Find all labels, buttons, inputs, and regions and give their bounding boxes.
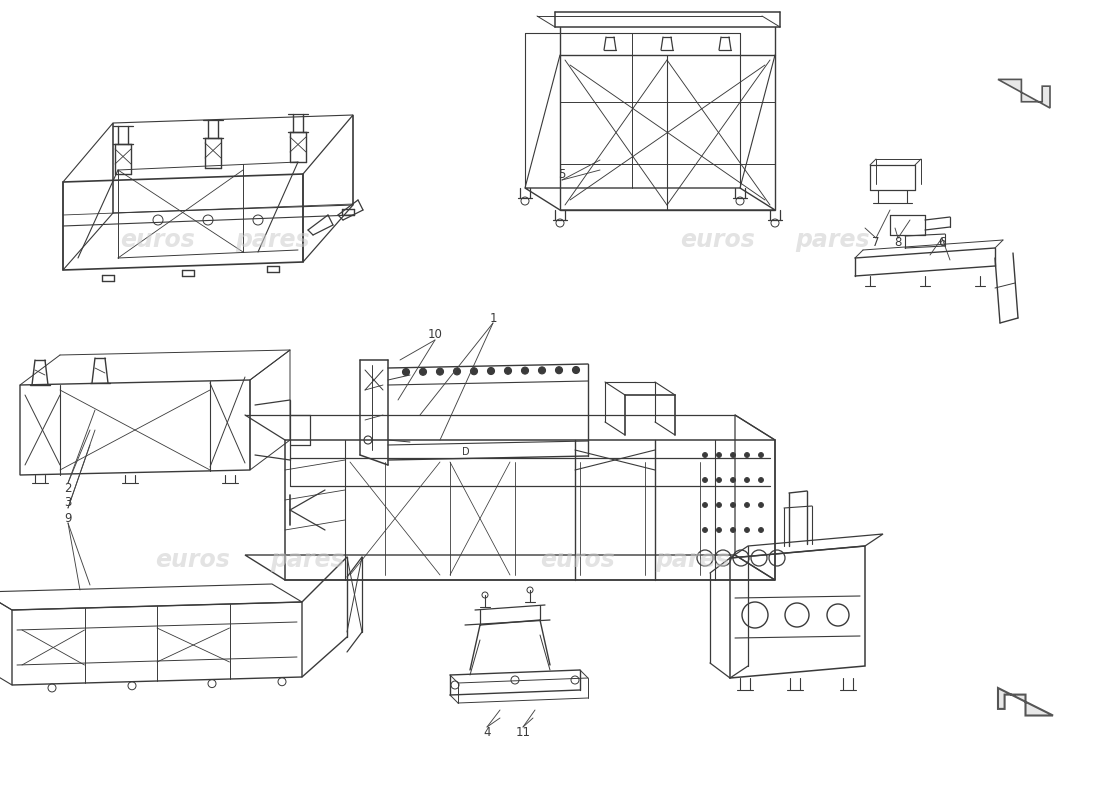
Circle shape [716, 502, 722, 507]
Circle shape [759, 502, 763, 507]
Circle shape [759, 527, 763, 533]
Circle shape [716, 478, 722, 482]
Circle shape [745, 453, 749, 458]
Text: euros: euros [155, 548, 230, 572]
Circle shape [745, 502, 749, 507]
Circle shape [539, 367, 546, 374]
Text: 10: 10 [428, 329, 442, 342]
Text: 6: 6 [938, 237, 946, 250]
Circle shape [703, 502, 707, 507]
Text: 5: 5 [559, 169, 565, 182]
Text: 2: 2 [64, 482, 72, 494]
Circle shape [730, 453, 736, 458]
Text: 7: 7 [872, 237, 880, 250]
Text: 11: 11 [516, 726, 530, 738]
Text: 4: 4 [483, 726, 491, 738]
Circle shape [730, 502, 736, 507]
Circle shape [759, 453, 763, 458]
Circle shape [703, 453, 707, 458]
Circle shape [471, 368, 477, 374]
Text: pares: pares [235, 228, 309, 252]
Circle shape [521, 367, 528, 374]
Text: euros: euros [120, 228, 195, 252]
Circle shape [437, 368, 443, 375]
Circle shape [730, 478, 736, 482]
Text: euros: euros [540, 548, 615, 572]
Circle shape [505, 367, 512, 374]
Text: pares: pares [654, 548, 729, 572]
Text: 3: 3 [64, 497, 72, 510]
Circle shape [745, 478, 749, 482]
Circle shape [487, 367, 495, 374]
Polygon shape [998, 688, 1053, 715]
Text: euros: euros [680, 228, 755, 252]
Text: 9: 9 [64, 511, 72, 525]
Circle shape [716, 453, 722, 458]
Text: pares: pares [795, 228, 870, 252]
Circle shape [556, 366, 562, 374]
Circle shape [572, 366, 580, 374]
Text: 8: 8 [894, 237, 902, 250]
Circle shape [759, 478, 763, 482]
Polygon shape [998, 79, 1050, 108]
Text: pares: pares [270, 548, 344, 572]
Circle shape [419, 368, 427, 375]
Circle shape [453, 368, 461, 375]
Circle shape [403, 369, 409, 375]
Circle shape [745, 527, 749, 533]
Circle shape [716, 527, 722, 533]
Text: D: D [462, 447, 470, 457]
Circle shape [730, 527, 736, 533]
Text: 1: 1 [490, 311, 497, 325]
Circle shape [703, 478, 707, 482]
Circle shape [703, 527, 707, 533]
